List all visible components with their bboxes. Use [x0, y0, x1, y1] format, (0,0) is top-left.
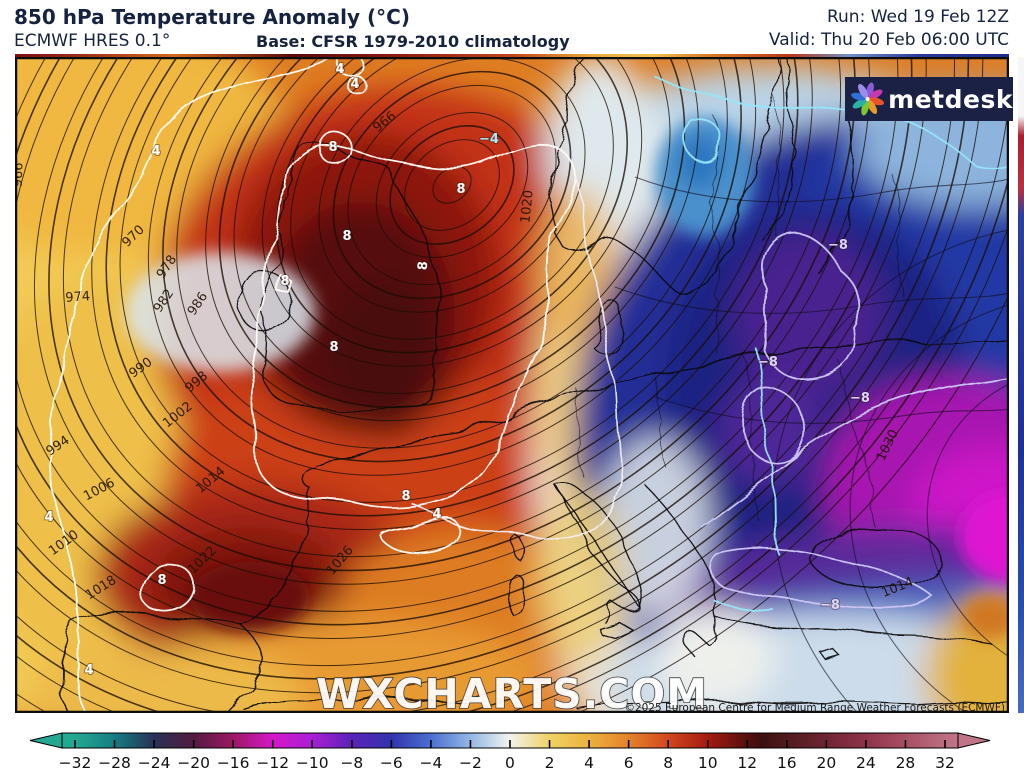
- svg-text:−16: −16: [217, 754, 250, 772]
- svg-text:8: 8: [663, 754, 673, 772]
- svg-text:−2: −2: [459, 754, 482, 772]
- metdesk-logo: metdesk: [845, 77, 1013, 121]
- svg-text:4: 4: [335, 62, 344, 77]
- coastlines: [61, 57, 1009, 713]
- svg-text:8: 8: [416, 261, 432, 271]
- svg-text:−4: −4: [479, 132, 499, 147]
- svg-text:32: 32: [935, 754, 955, 772]
- svg-text:−8: −8: [340, 754, 363, 772]
- isobar-lines: [15, 57, 1009, 713]
- svg-text:−28: −28: [98, 754, 131, 772]
- watermark: WXCHARTS.COM: [316, 670, 708, 713]
- map-right-edge-sliver: [1018, 57, 1024, 713]
- colorbar-left-arrow: [29, 732, 63, 749]
- svg-text:966: 966: [15, 162, 26, 187]
- svg-text:−8: −8: [758, 355, 778, 370]
- svg-text:20: 20: [816, 754, 836, 772]
- svg-text:−20: −20: [177, 754, 210, 772]
- svg-text:8: 8: [456, 182, 465, 197]
- colorbar-ticks: −32 −28 −24 −20 −16 −12 −10 −8 −6 −4 −2 0 2 4 6 8 10 12 16…: [59, 740, 955, 772]
- svg-text:−8: −8: [850, 391, 870, 406]
- run-time-label: Run: Wed 19 Feb 12Z: [826, 7, 1009, 27]
- svg-text:8: 8: [157, 573, 166, 588]
- svg-text:−6: −6: [380, 754, 403, 772]
- svg-text:974: 974: [65, 289, 91, 306]
- svg-text:12: 12: [737, 754, 757, 772]
- svg-text:4: 4: [350, 77, 359, 92]
- svg-text:−4: −4: [419, 754, 442, 772]
- page-title: 850 hPa Temperature Anomaly (°C): [14, 5, 410, 29]
- svg-text:−10: −10: [296, 754, 329, 772]
- svg-text:4: 4: [44, 510, 53, 525]
- valid-time-label: Valid: Thu 20 Feb 06:00 UTC: [768, 30, 1009, 50]
- svg-text:1020: 1020: [518, 189, 536, 223]
- colorbar-right-arrow: [957, 732, 991, 749]
- svg-text:−12: −12: [256, 754, 289, 772]
- copyright-text: ©2025 European Centre for Medium Range W…: [625, 702, 1006, 713]
- anomaly-contours: [48, 57, 1009, 713]
- metdesk-logo-text: metdesk: [888, 84, 1013, 114]
- svg-text:−8: −8: [820, 598, 840, 613]
- svg-text:4: 4: [432, 507, 441, 522]
- svg-text:−32: −32: [59, 754, 92, 772]
- map-border: [15, 57, 1009, 713]
- svg-text:16: 16: [777, 754, 797, 772]
- svg-text:6: 6: [624, 754, 634, 772]
- svg-text:4: 4: [84, 663, 93, 678]
- run-info: Run: Wed 19 Feb 12Z Valid: Thu 20 Feb 06…: [769, 6, 1009, 52]
- svg-text:10: 10: [698, 754, 718, 772]
- map-top-edge-sliver: [15, 54, 1009, 57]
- metdesk-logo-icon: [851, 82, 885, 116]
- model-label: ECMWF HRES 0.1°: [14, 31, 171, 51]
- svg-text:24: 24: [856, 754, 876, 772]
- svg-text:8: 8: [401, 489, 410, 504]
- svg-text:8: 8: [280, 274, 289, 289]
- svg-text:8: 8: [329, 340, 338, 355]
- climatology-base-label: Base: CFSR 1979-2010 climatology: [256, 32, 570, 51]
- svg-text:−24: −24: [138, 754, 171, 772]
- svg-text:8: 8: [328, 140, 337, 155]
- svg-text:−8: −8: [828, 238, 848, 253]
- svg-text:4: 4: [151, 144, 160, 159]
- svg-text:28: 28: [896, 754, 916, 772]
- svg-text:4: 4: [584, 754, 594, 772]
- svg-text:2: 2: [545, 754, 555, 772]
- svg-text:8: 8: [342, 229, 351, 244]
- colorbar-legend: −32 −28 −24 −20 −16 −12 −10 −8 −6 −4 −2 0 2 4 6 8 10 12 16…: [29, 732, 991, 772]
- svg-text:0: 0: [505, 754, 515, 772]
